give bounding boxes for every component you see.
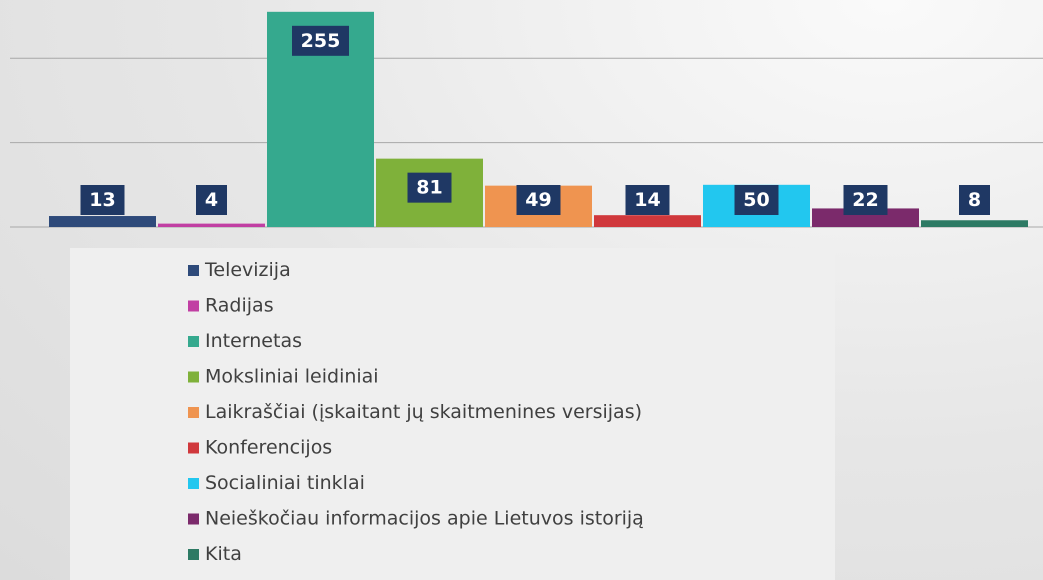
bar [594, 215, 701, 227]
legend-label: Moksliniai leidiniai [205, 366, 379, 388]
legend-swatch [188, 300, 199, 312]
value-label: 22 [852, 189, 878, 211]
bar [812, 208, 919, 227]
legend-swatch [188, 407, 199, 418]
value-label-box [843, 185, 888, 215]
bar [158, 223, 265, 227]
value-label-box [516, 185, 561, 215]
legend-swatch [188, 442, 199, 454]
legend-label: Televizija [204, 259, 291, 281]
value-label-box [625, 185, 670, 215]
legend-label: Laikraščiai (įskaitant jų skaitmenines v… [205, 401, 642, 423]
legend-swatch [188, 336, 199, 347]
legend-swatch [188, 478, 199, 489]
value-label: 81 [416, 177, 442, 199]
legend-label: Socialiniai tinklai [205, 472, 365, 494]
value-label: 4 [205, 189, 218, 211]
bar [49, 216, 156, 227]
legend-swatch [188, 513, 199, 525]
value-label: 50 [743, 189, 769, 211]
legend-swatch [188, 371, 199, 383]
value-label: 255 [301, 30, 341, 52]
legend-label: Radijas [205, 295, 274, 317]
legend-label: Neieškočiau informacijos apie Lietuvos i… [205, 508, 644, 530]
value-label: 8 [968, 189, 981, 211]
legend-label: Kita [205, 543, 242, 565]
value-label: 14 [634, 189, 660, 211]
value-label-box [196, 185, 227, 215]
value-label-box [959, 185, 990, 215]
value-label: 49 [525, 189, 551, 211]
value-label-box [407, 172, 452, 203]
bar [921, 220, 1028, 227]
value-label-box [734, 185, 779, 215]
legend-label: Internetas [205, 330, 302, 352]
legend-swatch [188, 265, 199, 276]
value-label-box [80, 185, 125, 215]
legend-swatch [188, 549, 199, 560]
value-label: 13 [89, 189, 115, 211]
legend-label: Konferencijos [205, 437, 332, 459]
value-label-box [292, 25, 349, 56]
